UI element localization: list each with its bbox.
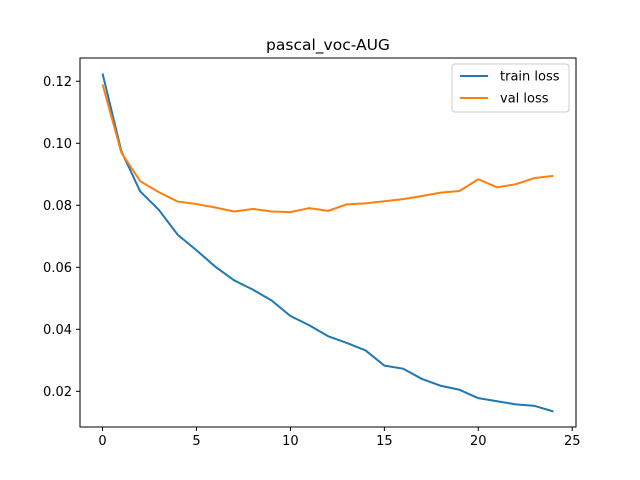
x-tick-label: 20 [470,434,487,449]
legend-label-train-loss: train loss [500,70,560,85]
y-tick-label: 0.04 [43,323,72,338]
y-tick-label: 0.10 [43,137,72,152]
x-tick-label: 0 [98,434,106,449]
series-line-val-loss [101,84,554,214]
x-tick-label: 10 [282,434,299,449]
plot-frame [79,57,577,428]
x-tick-label: 15 [376,434,393,449]
y-tick-label: 0.08 [43,199,72,214]
x-tick-label: 5 [192,434,200,449]
x-axis-ticks: 0 5 10 15 20 25 [98,427,581,449]
y-tick-label: 0.12 [43,75,72,90]
x-tick-label: 25 [564,434,581,449]
y-tick-label: 0.02 [43,385,72,400]
y-axis-ticks: 0.02 0.04 0.06 0.08 0.10 0.12 [43,75,80,400]
legend-label-val-loss: val loss [500,92,549,107]
chart-title: pascal_voc-AUG [266,36,390,55]
y-tick-label: 0.06 [43,261,72,276]
series-line-train-loss [101,73,554,413]
series-lines [101,73,554,413]
legend: train loss val loss [451,63,570,113]
